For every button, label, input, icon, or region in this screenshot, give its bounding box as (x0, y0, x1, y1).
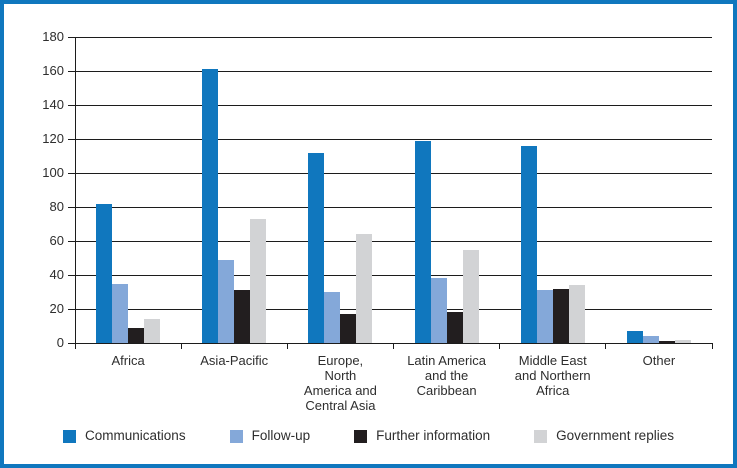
gridline (75, 138, 712, 140)
y-axis-tick (68, 308, 75, 310)
x-category-label: Latin America and the Caribbean (407, 353, 486, 398)
bar-follow-up (536, 290, 553, 343)
x-category-label: Asia-Pacific (200, 353, 269, 368)
gridline (75, 104, 712, 106)
x-axis-tick (74, 343, 76, 349)
bar-further-information (658, 341, 675, 343)
y-axis-label: 20 (49, 301, 64, 316)
bar-communications (626, 331, 643, 343)
bar-follow-up (324, 292, 341, 343)
bar-follow-up (642, 336, 659, 343)
bar-communications (520, 145, 537, 343)
bar-follow-up (218, 259, 235, 343)
bar-communications (414, 140, 431, 343)
y-axis-label: 100 (42, 165, 64, 180)
gridline (75, 308, 712, 310)
bar-further-information (552, 288, 569, 343)
bar-further-information (446, 312, 463, 343)
legend-item: Government replies (534, 428, 674, 444)
bar-communications (96, 203, 113, 343)
y-axis-line (75, 37, 76, 349)
x-axis-tick (711, 343, 713, 349)
gridline (75, 274, 712, 276)
bar-communications (202, 69, 219, 343)
bar-government-replies (144, 319, 161, 343)
y-axis-tick (68, 70, 75, 72)
legend: Communications Follow-up Further informati… (4, 428, 733, 444)
x-axis-tick (393, 343, 394, 349)
bar-government-replies (674, 339, 691, 343)
y-axis-label: 160 (42, 63, 64, 78)
x-category-label: Middle East and Northern Africa (514, 353, 591, 398)
legend-item: Communications (63, 428, 186, 444)
y-axis-label: 180 (42, 29, 64, 44)
legend-swatch-icon (63, 429, 77, 443)
x-category-label: Europe, North America and Central Asia (303, 353, 377, 413)
y-axis-label: 120 (42, 131, 64, 146)
x-axis-tick (499, 343, 501, 349)
bar-further-information (234, 290, 251, 343)
bar-government-replies (462, 249, 479, 343)
y-axis-label: 80 (49, 199, 64, 214)
bar-further-information (340, 314, 357, 343)
bar-communications (308, 152, 325, 343)
y-axis-tick (68, 342, 75, 344)
y-axis-tick (68, 172, 75, 174)
y-axis-tick (68, 36, 75, 38)
legend-item: Follow-up (229, 428, 311, 444)
legend-label: Follow-up (251, 428, 311, 443)
x-axis-tick (605, 343, 607, 349)
x-axis-tick (180, 343, 182, 349)
legend-label: Government replies (556, 428, 674, 443)
bar-further-information (128, 327, 145, 343)
gridline (75, 206, 712, 208)
y-axis-tick (68, 206, 75, 208)
bar-government-replies (356, 234, 373, 343)
y-axis-label: 0 (56, 335, 64, 350)
bar-government-replies (568, 285, 585, 343)
bar-follow-up (112, 283, 129, 343)
y-axis-tick (68, 138, 75, 140)
x-category-label: Africa (111, 353, 145, 368)
y-axis-label: 60 (49, 233, 64, 248)
y-axis-tick (68, 104, 75, 106)
legend-swatch-icon (354, 429, 368, 443)
legend-label: Further information (376, 428, 491, 443)
bar-government-replies (250, 218, 267, 343)
y-axis-tick (68, 240, 75, 242)
legend-label: Communications (85, 428, 186, 443)
legend-swatch-icon (534, 429, 548, 443)
bar-follow-up (430, 278, 447, 343)
y-axis-label: 40 (49, 267, 64, 282)
gridline (75, 70, 712, 72)
x-axis-tick (286, 343, 288, 349)
legend-swatch-icon (229, 429, 243, 443)
gridline (75, 36, 712, 38)
x-category-label: Other (642, 353, 676, 368)
legend-item: Further information (354, 428, 490, 444)
gridline (75, 172, 712, 174)
gridline (75, 240, 712, 242)
y-axis-tick (68, 274, 75, 276)
y-axis-label: 140 (42, 97, 64, 112)
